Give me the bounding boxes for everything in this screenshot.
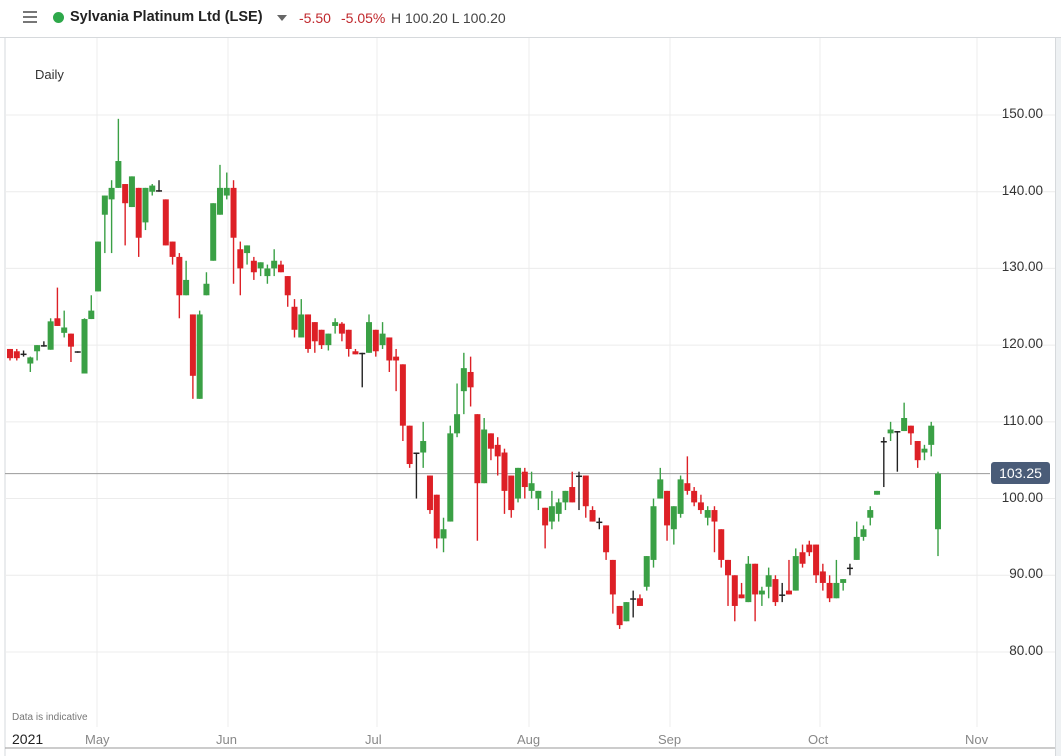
price-change-percent: -5.05% (341, 10, 386, 26)
data-disclaimer: Data is indicative (12, 712, 88, 723)
x-tick-label: Oct (808, 732, 829, 747)
price-change: -5.50 (299, 10, 331, 26)
instrument-title[interactable]: Sylvania Platinum Ltd (LSE) (70, 9, 263, 25)
right-panel-edge (1055, 38, 1061, 756)
x-tick-label: May (85, 732, 110, 747)
y-tick-label: 100.00 (1001, 489, 1043, 505)
x-tick-label: Nov (965, 732, 989, 747)
y-tick-label: 120.00 (1001, 336, 1043, 352)
caret-down-icon[interactable] (277, 15, 287, 21)
x-tick-label: Jun (216, 732, 237, 747)
x-tick-label: Jul (365, 732, 382, 747)
year-label: 2021 (12, 731, 44, 747)
hamburger-menu-icon[interactable] (23, 11, 37, 23)
y-tick-label: 110.00 (1002, 412, 1043, 428)
high-low-values: H 100.20 L 100.20 (391, 10, 506, 26)
interval-label: Daily (35, 67, 64, 82)
y-tick-label: 130.00 (1001, 259, 1043, 275)
market-status-dot-icon (53, 12, 64, 23)
x-tick-label: Sep (658, 732, 682, 747)
y-tick-label: 140.00 (1001, 182, 1043, 198)
y-tick-label: 80.00 (1009, 642, 1043, 658)
y-tick-label: 150.00 (1001, 106, 1043, 121)
chart-header: Sylvania Platinum Ltd (LSE) -5.50 -5.05%… (0, 0, 1061, 38)
last-price-tag: 103.25 (991, 462, 1050, 484)
x-tick-label: Aug (517, 732, 541, 747)
y-tick-label: 90.00 (1009, 566, 1043, 582)
